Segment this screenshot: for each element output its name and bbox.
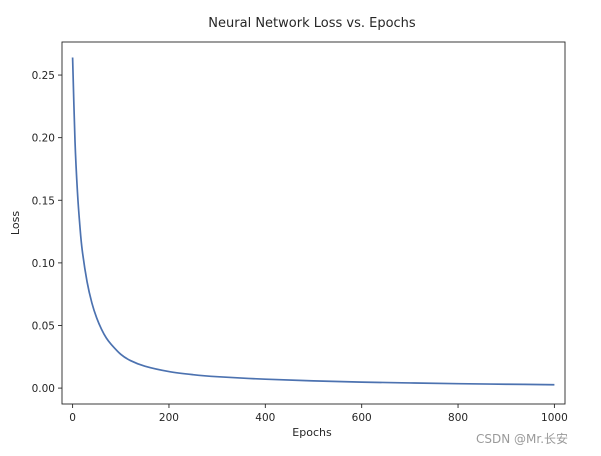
y-tick-label: 0.00 <box>32 383 55 395</box>
x-tick-label: 600 <box>352 412 372 424</box>
x-tick-label: 800 <box>448 412 468 424</box>
y-axis-label: Loss <box>9 211 22 235</box>
series-line-loss <box>71 57 555 386</box>
x-tick-label: 0 <box>69 412 76 424</box>
y-tick-label: 0.05 <box>32 320 55 332</box>
x-tick-label: 400 <box>255 412 275 424</box>
axis-ticks: 0 200 400 600 800 1000 0.00 0.05 0.10 0.15 0.20 0.2… <box>32 70 568 424</box>
watermark: CSDN @Mr.长安 <box>476 432 569 446</box>
y-tick-label: 0.25 <box>32 70 55 82</box>
chart-title: Neural Network Loss vs. Epochs <box>208 16 416 31</box>
y-tick-label: 0.10 <box>32 258 55 270</box>
plot-frame <box>61 41 566 405</box>
x-tick-label: 200 <box>159 412 179 424</box>
y-tick-label: 0.20 <box>32 133 55 145</box>
y-tick-label: 0.15 <box>32 195 55 207</box>
x-axis-label: Epochs <box>292 426 332 439</box>
x-tick-label: 1000 <box>541 412 568 424</box>
